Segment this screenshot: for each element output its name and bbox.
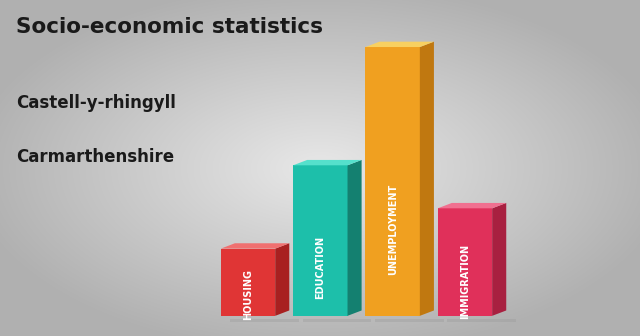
Text: IMMIGRATION: IMMIGRATION bbox=[460, 244, 470, 319]
Text: UNEMPLOYMENT: UNEMPLOYMENT bbox=[388, 184, 397, 276]
Polygon shape bbox=[221, 249, 275, 316]
Polygon shape bbox=[447, 319, 516, 322]
Polygon shape bbox=[375, 319, 444, 322]
Text: Socio-economic statistics: Socio-economic statistics bbox=[16, 17, 323, 37]
Polygon shape bbox=[221, 243, 289, 249]
Text: Castell-y-rhingyll: Castell-y-rhingyll bbox=[16, 94, 176, 112]
Polygon shape bbox=[365, 47, 420, 316]
Text: HOUSING: HOUSING bbox=[243, 269, 253, 320]
Polygon shape bbox=[438, 203, 506, 208]
Polygon shape bbox=[438, 208, 492, 316]
Polygon shape bbox=[303, 319, 371, 322]
Polygon shape bbox=[365, 42, 434, 47]
Polygon shape bbox=[230, 319, 299, 322]
Polygon shape bbox=[293, 160, 362, 165]
Polygon shape bbox=[492, 203, 506, 316]
Text: Carmarthenshire: Carmarthenshire bbox=[16, 148, 174, 166]
Text: EDUCATION: EDUCATION bbox=[316, 236, 325, 299]
Polygon shape bbox=[293, 165, 348, 316]
Polygon shape bbox=[420, 42, 434, 316]
Polygon shape bbox=[348, 160, 362, 316]
Polygon shape bbox=[275, 243, 289, 316]
